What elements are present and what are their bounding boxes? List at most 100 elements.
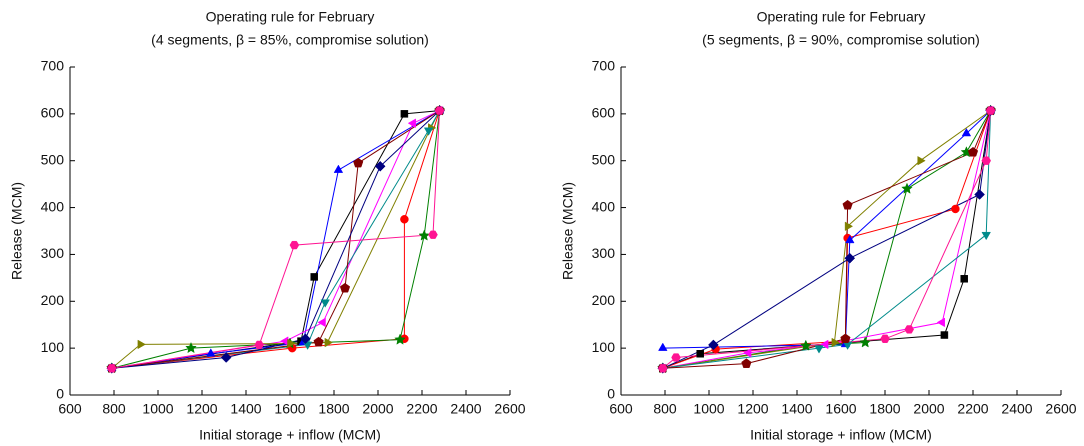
data-marker xyxy=(418,229,431,241)
data-marker xyxy=(820,339,829,350)
y-tick-label: 0 xyxy=(56,386,64,402)
y-tick-label: 100 xyxy=(592,339,616,355)
data-marker xyxy=(310,273,318,281)
data-marker xyxy=(985,106,996,115)
data-marker xyxy=(324,337,333,348)
data-marker xyxy=(974,189,985,200)
data-marker xyxy=(859,336,872,348)
x-tick-label: 2000 xyxy=(362,401,393,417)
data-marker xyxy=(320,299,330,308)
series-line xyxy=(662,110,991,369)
chart-panel: Operating rule for February (4 segments, … xyxy=(9,9,526,443)
series-line xyxy=(662,110,992,369)
x-tick-label: 1400 xyxy=(230,401,261,417)
chart-panel: Operating rule for February (5 segments, … xyxy=(560,9,1077,443)
data-marker xyxy=(254,340,264,350)
series-line xyxy=(111,110,441,369)
series-line xyxy=(662,110,992,369)
series-line xyxy=(662,110,992,369)
x-tick-label: 1800 xyxy=(869,401,900,417)
data-marker xyxy=(339,282,351,293)
data-marker xyxy=(981,231,991,241)
x-tick-label: 2600 xyxy=(1045,401,1076,417)
data-marker xyxy=(743,348,752,358)
x-tick-label: 1600 xyxy=(274,401,305,417)
y-axis-label: Release (MCM) xyxy=(9,182,25,280)
data-marker xyxy=(289,240,300,250)
y-tick-label: 200 xyxy=(592,292,616,308)
data-marker xyxy=(658,342,668,351)
y-tick-label: 500 xyxy=(41,151,65,167)
x-tick-label: 800 xyxy=(102,401,126,417)
series-line xyxy=(662,110,992,369)
series-line xyxy=(662,110,992,369)
data-marker xyxy=(696,350,704,358)
data-marker xyxy=(107,364,117,373)
x-tick-label: 2000 xyxy=(913,401,944,417)
x-tick-label: 1000 xyxy=(693,401,724,417)
data-marker xyxy=(353,157,364,168)
data-marker xyxy=(845,234,855,244)
data-marker xyxy=(287,338,296,349)
x-axis-label: Initial storage + inflow (MCM) xyxy=(199,427,381,443)
data-marker xyxy=(206,348,216,357)
series-line xyxy=(662,110,992,369)
data-marker xyxy=(814,345,824,354)
y-tick-label: 300 xyxy=(41,245,65,261)
data-marker xyxy=(423,127,434,136)
data-marker xyxy=(428,230,438,239)
chart-title: Operating rule for February xyxy=(757,9,926,25)
data-marker xyxy=(842,199,853,210)
y-tick-label: 700 xyxy=(41,58,65,74)
data-marker xyxy=(901,182,913,194)
series-line xyxy=(111,110,440,369)
x-axis-label: Initial storage + inflow (MCM) xyxy=(750,427,932,443)
data-marker xyxy=(313,336,324,347)
x-tick-label: 600 xyxy=(58,401,82,417)
x-tick-label: 1800 xyxy=(318,401,349,417)
x-tick-label: 2400 xyxy=(450,401,481,417)
data-marker xyxy=(185,341,197,354)
data-marker xyxy=(840,333,851,344)
data-marker xyxy=(671,353,681,362)
chart-subtitle: (4 segments, β = 85%, compromise solutio… xyxy=(151,32,429,48)
x-tick-label: 2200 xyxy=(957,401,988,417)
y-tick-label: 100 xyxy=(41,339,65,355)
series-line xyxy=(111,110,441,369)
series-line xyxy=(111,110,440,369)
x-tick-label: 1200 xyxy=(186,401,217,417)
series-line xyxy=(111,110,441,369)
y-tick-label: 0 xyxy=(607,386,615,402)
data-marker xyxy=(960,275,968,283)
x-tick-label: 2400 xyxy=(1001,401,1032,417)
data-marker xyxy=(880,334,890,343)
y-tick-label: 700 xyxy=(592,58,616,74)
x-tick-label: 600 xyxy=(609,401,633,417)
data-marker xyxy=(394,333,406,345)
x-tick-label: 800 xyxy=(653,401,677,417)
series-line xyxy=(111,110,440,369)
y-tick-label: 200 xyxy=(41,292,65,308)
data-marker xyxy=(799,339,812,351)
data-marker xyxy=(400,110,409,118)
data-marker xyxy=(951,204,960,214)
y-tick-label: 400 xyxy=(41,198,65,214)
y-axis-label: Release (MCM) xyxy=(560,182,576,280)
x-tick-label: 1400 xyxy=(781,401,812,417)
data-marker xyxy=(940,331,949,339)
data-marker xyxy=(400,215,409,224)
data-marker xyxy=(220,352,232,363)
series-line xyxy=(111,110,440,369)
data-marker xyxy=(333,164,344,173)
series-line xyxy=(662,110,992,369)
data-marker xyxy=(917,155,926,166)
series-line xyxy=(662,110,992,369)
series-line xyxy=(111,110,441,369)
data-marker xyxy=(844,252,856,264)
data-marker xyxy=(831,337,840,348)
data-marker xyxy=(407,118,416,129)
series-line xyxy=(111,110,441,369)
y-tick-label: 300 xyxy=(592,245,616,261)
chart-subtitle: (5 segments, β = 90%, compromise solutio… xyxy=(702,32,980,48)
data-marker xyxy=(317,317,326,328)
